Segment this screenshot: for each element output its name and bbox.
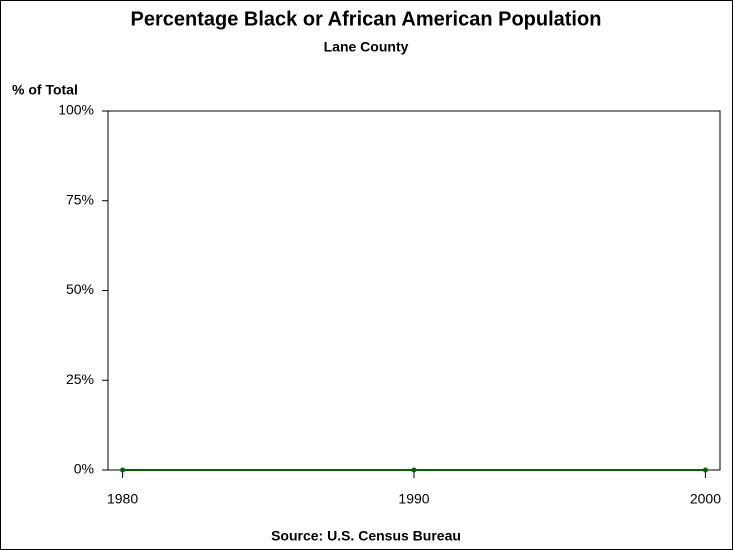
- data-point: [702, 467, 708, 473]
- chart-title: Percentage Black or African American Pop…: [131, 8, 602, 30]
- y-tick-label: 25%: [66, 371, 94, 387]
- source-note: Source: U.S. Census Bureau: [271, 528, 461, 544]
- x-tick-label: 1990: [398, 491, 429, 507]
- y-tick-label: 0%: [74, 461, 94, 477]
- y-tick-label: 50%: [66, 281, 94, 297]
- data-point: [120, 467, 126, 473]
- y-tick-label: 75%: [66, 191, 94, 207]
- y-axis-label: % of Total: [12, 82, 78, 98]
- y-tick-label: 100%: [58, 102, 94, 118]
- chart-subtitle: Lane County: [324, 39, 409, 55]
- x-tick-label: 2000: [690, 491, 721, 507]
- data-point: [411, 467, 417, 473]
- x-tick-label: 1980: [107, 491, 138, 507]
